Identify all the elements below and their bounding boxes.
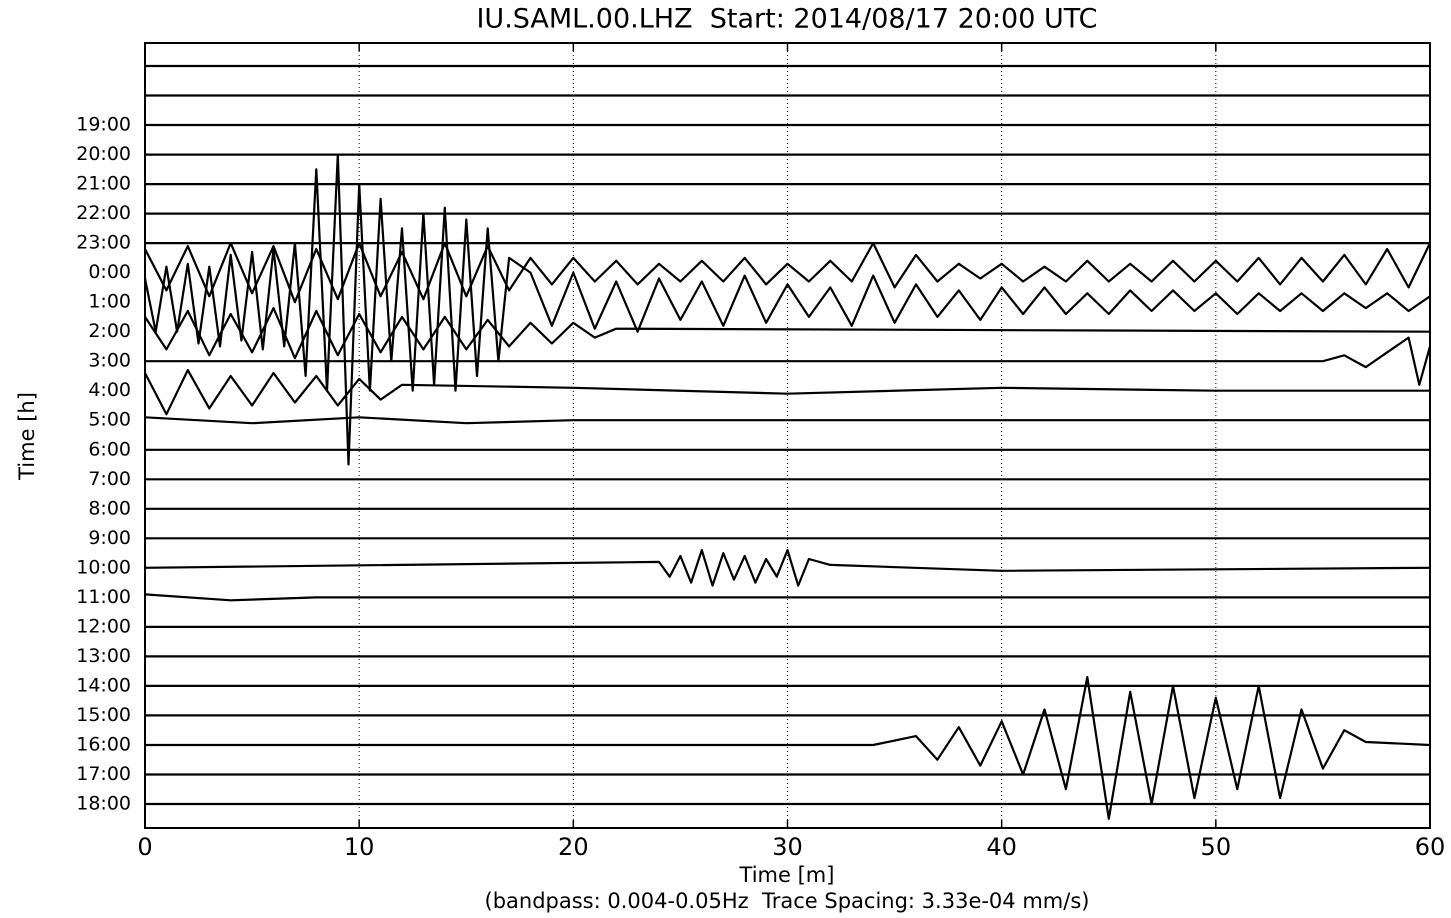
x-tick-label: 10 — [344, 833, 375, 861]
note: (bandpass: 0.004-0.05Hz Trace Spacing: 3… — [485, 889, 1090, 913]
y-tick-label: 4:00 — [88, 379, 131, 401]
y-tick-label: 17:00 — [76, 763, 131, 785]
y-tick-label: 16:00 — [76, 733, 131, 755]
y-tick-label: 10:00 — [76, 556, 131, 578]
y-tick-label: 21:00 — [76, 173, 131, 195]
trace — [144, 549, 1431, 587]
y-tick-label: 11:00 — [76, 586, 131, 608]
y-tick-label: 15:00 — [76, 704, 131, 726]
y-tick-label: 7:00 — [88, 468, 131, 490]
x-tick-label: 60 — [1415, 833, 1446, 861]
y-tick-label: 22:00 — [76, 202, 131, 224]
trace — [144, 307, 1431, 360]
y-tick-label: 5:00 — [88, 409, 131, 431]
x-tick-label: 30 — [772, 833, 803, 861]
trace — [144, 369, 1430, 416]
y-tick-label: 3:00 — [88, 350, 131, 372]
y-tick-label: 14:00 — [76, 674, 131, 696]
y-tick-label: 12:00 — [76, 615, 131, 637]
y-tick-label: 18:00 — [76, 793, 131, 815]
y-tick-label: 9:00 — [88, 527, 131, 549]
y-axis-label: Time [h] — [15, 392, 39, 481]
y-tick-label: 8:00 — [88, 497, 131, 519]
trace — [144, 593, 1430, 602]
y-tick-label: 20:00 — [76, 143, 131, 165]
chart-title: IU.SAML.00.LHZ Start: 2014/08/17 20:00 U… — [476, 4, 1097, 35]
x-tick-label: 50 — [1201, 833, 1232, 861]
y-tick-label: 6:00 — [88, 438, 131, 460]
x-tick-label: 40 — [986, 833, 1017, 861]
y-tick-label: 19:00 — [76, 114, 131, 136]
x-tick-label: 0 — [137, 833, 152, 861]
trace — [144, 416, 1430, 425]
x-tick-label: 20 — [558, 833, 589, 861]
trace — [145, 676, 1431, 820]
y-tick-label: 0:00 — [88, 261, 131, 283]
y-tick-label: 23:00 — [76, 232, 131, 254]
y-tick-label: 13:00 — [76, 645, 131, 667]
x-axis-label: Time [m] — [739, 863, 835, 887]
y-tick-label: 1:00 — [88, 291, 131, 313]
trace — [144, 242, 1431, 304]
y-tick-label: 2:00 — [88, 320, 131, 342]
trace — [145, 336, 1432, 386]
